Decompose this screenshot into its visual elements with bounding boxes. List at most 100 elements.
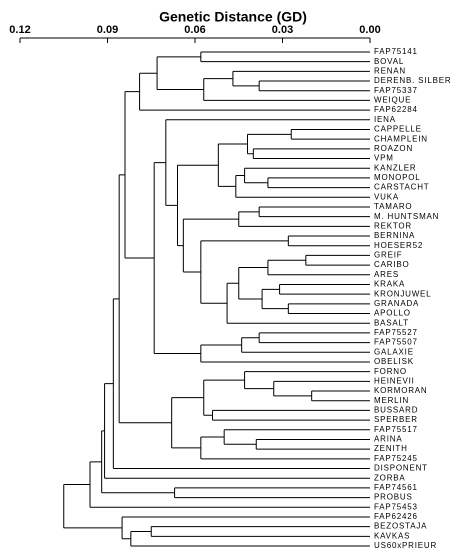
cluster-link [244,167,370,184]
cluster-link [247,133,292,155]
cluster-link [130,530,370,547]
cluster-link [174,487,370,499]
leaf-label: VPM [374,154,394,163]
cluster-link [223,429,370,445]
leaf-label: ARINA [374,435,402,444]
cluster-link [156,56,204,91]
leaf-label: ROAZON [374,144,413,153]
cluster-link [112,298,370,470]
leaf-label: HEINEVII [374,376,415,385]
cluster-link [121,516,370,540]
leaf-label: M. HUNTSMAN [374,212,439,221]
x-tick-label: 0.06 [184,24,205,36]
leaf-label: BOVAL [374,57,404,66]
x-tick-label: 0.00 [359,24,380,36]
leaf-label: OBELISK [374,357,414,366]
leaf-label: CARSTACHT [374,183,430,192]
leaf-label: KORMORAN [374,386,428,395]
leaf-label: KAVKAS [374,531,410,540]
cluster-link [258,332,370,344]
cluster-link [244,371,370,390]
leaf-label: ZENITH [374,444,408,453]
x-tick-label: 0.12 [9,24,30,36]
x-tick-label: 0.09 [97,24,118,36]
leaf-label: IENA [374,115,396,124]
leaf-label: VUKA [374,192,399,201]
leaf-label: DERENB. SILBER [374,76,451,85]
cluster-link [305,254,370,266]
cluster-link [290,128,370,140]
cluster-link [238,211,370,227]
leaf-label: FORNO [374,367,407,376]
cluster-link [200,51,370,63]
cluster-link [238,267,268,300]
leaf-label: BEZOSTAJA [374,522,427,531]
leaf-label: BUSSARD [374,406,418,415]
leaf-label: GRANADA [374,299,419,308]
cluster-link [267,259,370,276]
cluster-link [200,344,370,363]
leaf-label: FAP62284 [374,105,418,114]
leaf-label: FAP75527 [374,328,418,337]
cluster-link [287,235,370,247]
leaf-label: CARIBO [374,260,409,269]
cluster-link [203,78,370,101]
leaf-label: PROBUS [374,493,413,502]
leaf-label: TAMARO [374,202,412,211]
cluster-link [311,390,370,402]
leaf-label: FAP62426 [374,512,418,521]
cluster-link [104,383,370,479]
leaf-label: RENAN [374,66,406,75]
x-tick-label: 0.03 [272,24,293,36]
leaf-label: KRAKA [374,280,405,289]
cluster-link [258,206,370,218]
cluster-link [258,80,370,92]
leaf-label: FAP75507 [374,338,418,347]
leaf-label: REKTOR [374,221,412,230]
leaf-label: CHAMPLEIN [374,134,428,143]
leaf-label: GREIF [374,251,402,260]
leaf-label: CAPPELLE [374,125,422,134]
leaf-label: FAP75517 [374,425,418,434]
leaf-label: MERLIN [374,396,409,405]
cluster-link [63,484,123,529]
cluster-link [118,174,172,424]
leaf-label: HOESER52 [374,241,423,250]
cluster-link [279,283,370,295]
leaf-label: US60xPRIEUR [374,541,437,550]
cluster-link [255,438,370,450]
leaf-label: FAP75245 [374,454,418,463]
leaf-label: SPERBER [374,415,418,424]
leaf-label: ZORBA [374,473,406,482]
cluster-link [235,175,370,198]
cluster-link [217,143,248,187]
leaf-label: FAP75141 [374,47,418,56]
leaf-label: KRONJUWEL [374,289,431,298]
cluster-link [124,91,155,259]
cluster-link [273,380,370,397]
cluster-link [267,177,370,189]
cluster-link [200,436,370,460]
leaf-label: BERNINA [374,231,415,240]
cluster-link [212,409,370,421]
cluster-link [101,430,175,494]
cluster-link [165,119,370,206]
leaf-label: DISPONENT [374,464,428,473]
cluster-link [226,282,370,324]
cluster-link [232,70,370,87]
cluster-link [171,397,204,449]
cluster-link [241,337,370,353]
leaf-label: FAP74561 [374,483,418,492]
leaf-label: MONOPOL [374,173,421,182]
chart-title: Genetic Distance (GD) [159,9,307,25]
cluster-link [139,72,370,111]
leaf-label: GALAXIE [374,347,414,356]
cluster-link [261,288,289,310]
cluster-link [182,218,239,273]
leaf-label: KANZLER [374,163,417,172]
leaf-label: FAP75337 [374,86,418,95]
leaf-label: APOLLO [374,309,411,318]
cluster-link [200,240,289,304]
